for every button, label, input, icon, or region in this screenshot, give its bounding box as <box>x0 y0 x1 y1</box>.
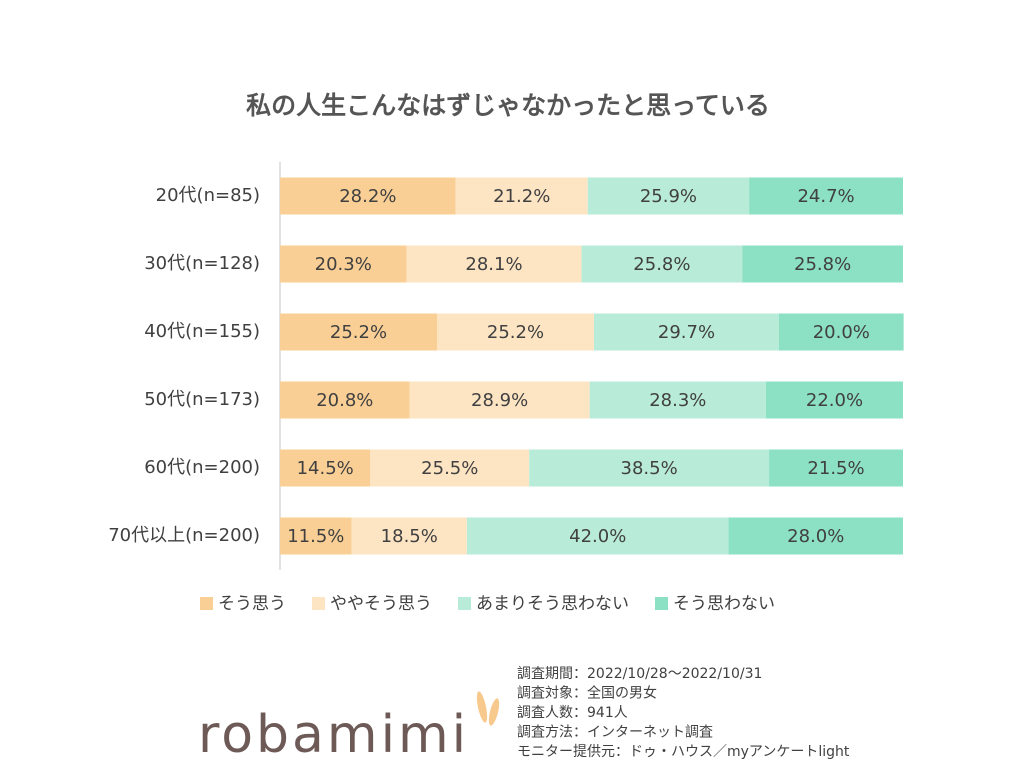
data-label: 21.5% <box>807 458 864 479</box>
bar-segment <box>529 449 770 487</box>
legend-swatch <box>200 597 213 610</box>
data-label: 20.0% <box>813 322 870 343</box>
legend-label: そう思わない <box>673 594 775 614</box>
data-label: 25.2% <box>487 322 544 343</box>
y-tick-label: 60代(n=200) <box>144 457 260 478</box>
data-label: 24.7% <box>797 186 854 207</box>
logo-ear <box>488 698 500 726</box>
legend-label: そう思う <box>218 594 286 614</box>
bar-segment <box>406 245 582 283</box>
logo-text: robamimi <box>198 705 469 765</box>
bar-segment <box>280 177 456 215</box>
bar-segment <box>455 177 588 215</box>
bar-segment <box>280 313 437 351</box>
bar-segment <box>280 381 410 419</box>
bar-segment <box>280 449 371 487</box>
bar-segment <box>593 313 780 351</box>
legend-label: あまりそう思わない <box>476 594 629 614</box>
data-label: 21.2% <box>493 186 550 207</box>
chart-title: 私の人生こんなはずじゃなかったと思っている <box>246 91 770 120</box>
bar-segment <box>589 381 766 419</box>
bar-segment <box>587 177 750 215</box>
y-tick-label: 40代(n=155) <box>144 321 260 342</box>
bar-segment <box>370 449 530 487</box>
data-label: 38.5% <box>621 458 678 479</box>
bar-segment <box>765 381 903 419</box>
data-label: 28.1% <box>465 254 522 275</box>
data-label: 18.5% <box>381 526 438 547</box>
note: 調査期間：2022/10/28～2022/10/31 <box>517 666 762 682</box>
data-label: 28.0% <box>787 526 844 547</box>
data-label: 28.2% <box>339 186 396 207</box>
data-label: 25.2% <box>330 322 387 343</box>
y-tick-label: 20代(n=85) <box>156 185 260 206</box>
data-label: 25.8% <box>633 254 690 275</box>
bar-segment <box>280 245 407 283</box>
logo-ear <box>476 691 488 723</box>
data-label: 25.9% <box>640 186 697 207</box>
y-tick-label: 70代以上(n=200) <box>108 525 260 546</box>
data-label: 11.5% <box>287 526 344 547</box>
data-label: 20.3% <box>315 254 372 275</box>
bar-segment <box>581 245 743 283</box>
bar-segment <box>749 177 903 215</box>
legend-swatch <box>655 597 668 610</box>
data-label: 20.8% <box>316 390 373 411</box>
data-label: 42.0% <box>569 526 626 547</box>
legend-swatch <box>312 597 325 610</box>
note: 調査方法：インターネット調査 <box>517 725 713 741</box>
data-label: 25.5% <box>421 458 478 479</box>
data-label: 14.5% <box>297 458 354 479</box>
data-label: 25.8% <box>794 254 851 275</box>
bar-segment <box>280 517 352 555</box>
bar-segment <box>742 245 903 283</box>
note: 調査対象：全国の男女 <box>517 685 657 702</box>
bar-segment <box>436 313 594 351</box>
bar-segment <box>409 381 590 419</box>
bar-segment <box>351 517 467 555</box>
legend-swatch <box>458 597 471 610</box>
bar-segment <box>769 449 903 487</box>
bar-segment <box>779 313 904 351</box>
data-label: 29.7% <box>658 322 715 343</box>
legend-label: ややそう思う <box>330 594 432 614</box>
data-label: 28.9% <box>471 390 528 411</box>
logo: robamimi <box>198 691 500 765</box>
note: モニター提供元：ドゥ・ハウス／myアンケートlight <box>517 744 850 760</box>
bar-segment <box>728 517 903 555</box>
y-tick-label: 50代(n=173) <box>144 389 260 410</box>
y-tick-label: 30代(n=128) <box>144 253 260 274</box>
data-label: 28.3% <box>649 390 706 411</box>
data-label: 22.0% <box>806 390 863 411</box>
bar-segment <box>466 517 729 555</box>
note: 調査人数：941人 <box>517 705 628 721</box>
